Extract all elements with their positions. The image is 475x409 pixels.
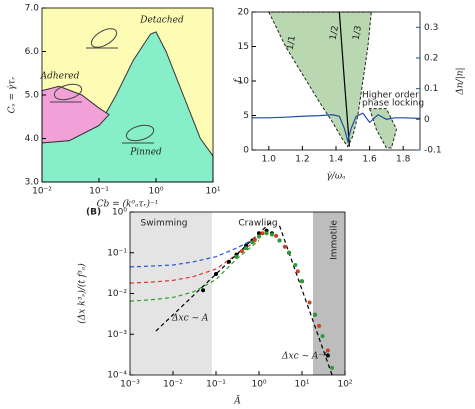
y-tick-label: 5.0	[25, 91, 40, 101]
data-point	[312, 312, 317, 317]
delta-n-line	[252, 112, 421, 144]
phase-region	[41, 85, 110, 144]
data-point	[269, 232, 274, 237]
solid-line	[338, 11, 351, 147]
data-point	[234, 254, 239, 259]
x-tick-label: 10⁻²	[163, 380, 183, 390]
tongue-label: 1/3	[352, 25, 364, 41]
data-point	[250, 240, 255, 245]
y2-tick-label: 0.3	[424, 23, 438, 33]
x-tick-label: 1.2	[295, 155, 309, 165]
data-point	[295, 269, 300, 274]
data-point	[260, 231, 265, 236]
x-tick-label: 10²	[337, 380, 352, 390]
locking-tongue	[268, 11, 372, 148]
x-tick-label: 1.4	[329, 155, 344, 165]
y-tick-label: 0	[243, 146, 249, 156]
data-point	[277, 238, 282, 243]
x-tick-label: 10⁰	[148, 187, 163, 197]
y-axis-label: f	[234, 78, 244, 84]
data-point	[320, 334, 325, 339]
y2-tick-label: -0.1	[424, 146, 442, 156]
data-point	[252, 237, 257, 242]
data-point	[287, 250, 292, 255]
data-point	[264, 231, 269, 236]
data-point	[226, 259, 231, 264]
data-point	[274, 233, 279, 238]
y-tick-label: 6.0	[25, 47, 40, 57]
cell-icon	[125, 124, 155, 142]
x-tick-label: 10⁻²	[32, 187, 52, 197]
region-label: Adhered	[40, 72, 80, 82]
x-axis-label: Cb = (k⁰ₐτᵣ)⁻¹	[97, 199, 159, 210]
x-tick-label: 10⁻¹	[206, 380, 226, 390]
x-tick-label: 10⁰	[251, 380, 266, 390]
data-point	[307, 300, 312, 305]
region-label: Pinned	[129, 148, 162, 158]
regime-label: Immotile	[330, 220, 340, 260]
annotation: phase locking	[362, 99, 424, 109]
y-tick-label: 20	[238, 8, 250, 18]
cell-icon	[90, 28, 118, 48]
data-point	[293, 263, 298, 268]
panel-label: (B)	[86, 208, 101, 218]
y2-axis-label: Δn/|n|	[456, 67, 466, 95]
regime-band	[312, 212, 345, 375]
y2-tick-label: 0.2	[424, 54, 438, 64]
annotation: Higher order	[362, 91, 419, 101]
data-point	[257, 231, 261, 236]
cell-icon	[53, 83, 83, 101]
x-tick-label: 10¹	[205, 187, 220, 197]
data-point	[282, 244, 287, 249]
x-tick-label: 1.8	[396, 155, 411, 165]
x-tick-label: 10¹	[294, 380, 309, 390]
y2-tick-label: 0	[424, 115, 430, 125]
y-axis-label: Cₛ = γ̇τᵣ	[8, 77, 18, 114]
data-point	[325, 348, 330, 353]
annotation: Δxc ∼ A⁻³	[281, 352, 327, 362]
data-point	[239, 249, 244, 254]
data-point	[244, 246, 249, 251]
y-tick-label: 10	[238, 77, 250, 87]
y-axis-label: (Δx k³ₛ)/(t f³ₐ)	[77, 263, 88, 324]
tongue-label: 1/1	[286, 35, 298, 51]
data-point	[257, 234, 261, 239]
y-tick-label: 10⁻³	[107, 330, 127, 340]
data-point	[300, 279, 304, 284]
region-label: Detached	[139, 16, 184, 26]
regime-label: Crawling	[238, 219, 277, 229]
data-point	[201, 288, 206, 293]
regime-band	[130, 212, 212, 375]
model-curve	[278, 225, 333, 376]
y-tick-label: 10⁻⁴	[107, 371, 127, 381]
x-tick-label: 1.0	[262, 155, 277, 165]
y-tick-label: 4.0	[25, 134, 40, 144]
y2-tick-label: 0.1	[424, 84, 438, 94]
y-tick-label: 7.0	[25, 4, 40, 14]
y-tick-label: 3.0	[25, 178, 40, 188]
y-tick-label: 10⁻²	[107, 289, 127, 299]
y-tick-label: 5	[243, 111, 249, 121]
model-curve	[129, 240, 260, 302]
regime-label: Swimming	[140, 219, 187, 229]
x-tick-label: 10⁻¹	[89, 187, 109, 197]
y-tick-label: 15	[238, 42, 249, 52]
x-axis-label: Ā	[233, 395, 241, 407]
tongue-label: 1/2	[329, 25, 341, 41]
y-tick-label: 10⁻¹	[107, 248, 127, 258]
x-axis-label: γ̇/ωₐ	[326, 172, 345, 182]
data-point	[325, 353, 330, 358]
data-point	[317, 323, 322, 328]
data-point	[214, 272, 218, 277]
x-tick-label: 1.6	[362, 155, 377, 165]
data-point	[330, 365, 335, 370]
y-tick-label: 10⁰	[112, 208, 127, 218]
model-curve	[129, 235, 260, 268]
annotation: Δxc ∼ A	[171, 314, 209, 324]
x-tick-label: 10⁻³	[120, 380, 140, 390]
